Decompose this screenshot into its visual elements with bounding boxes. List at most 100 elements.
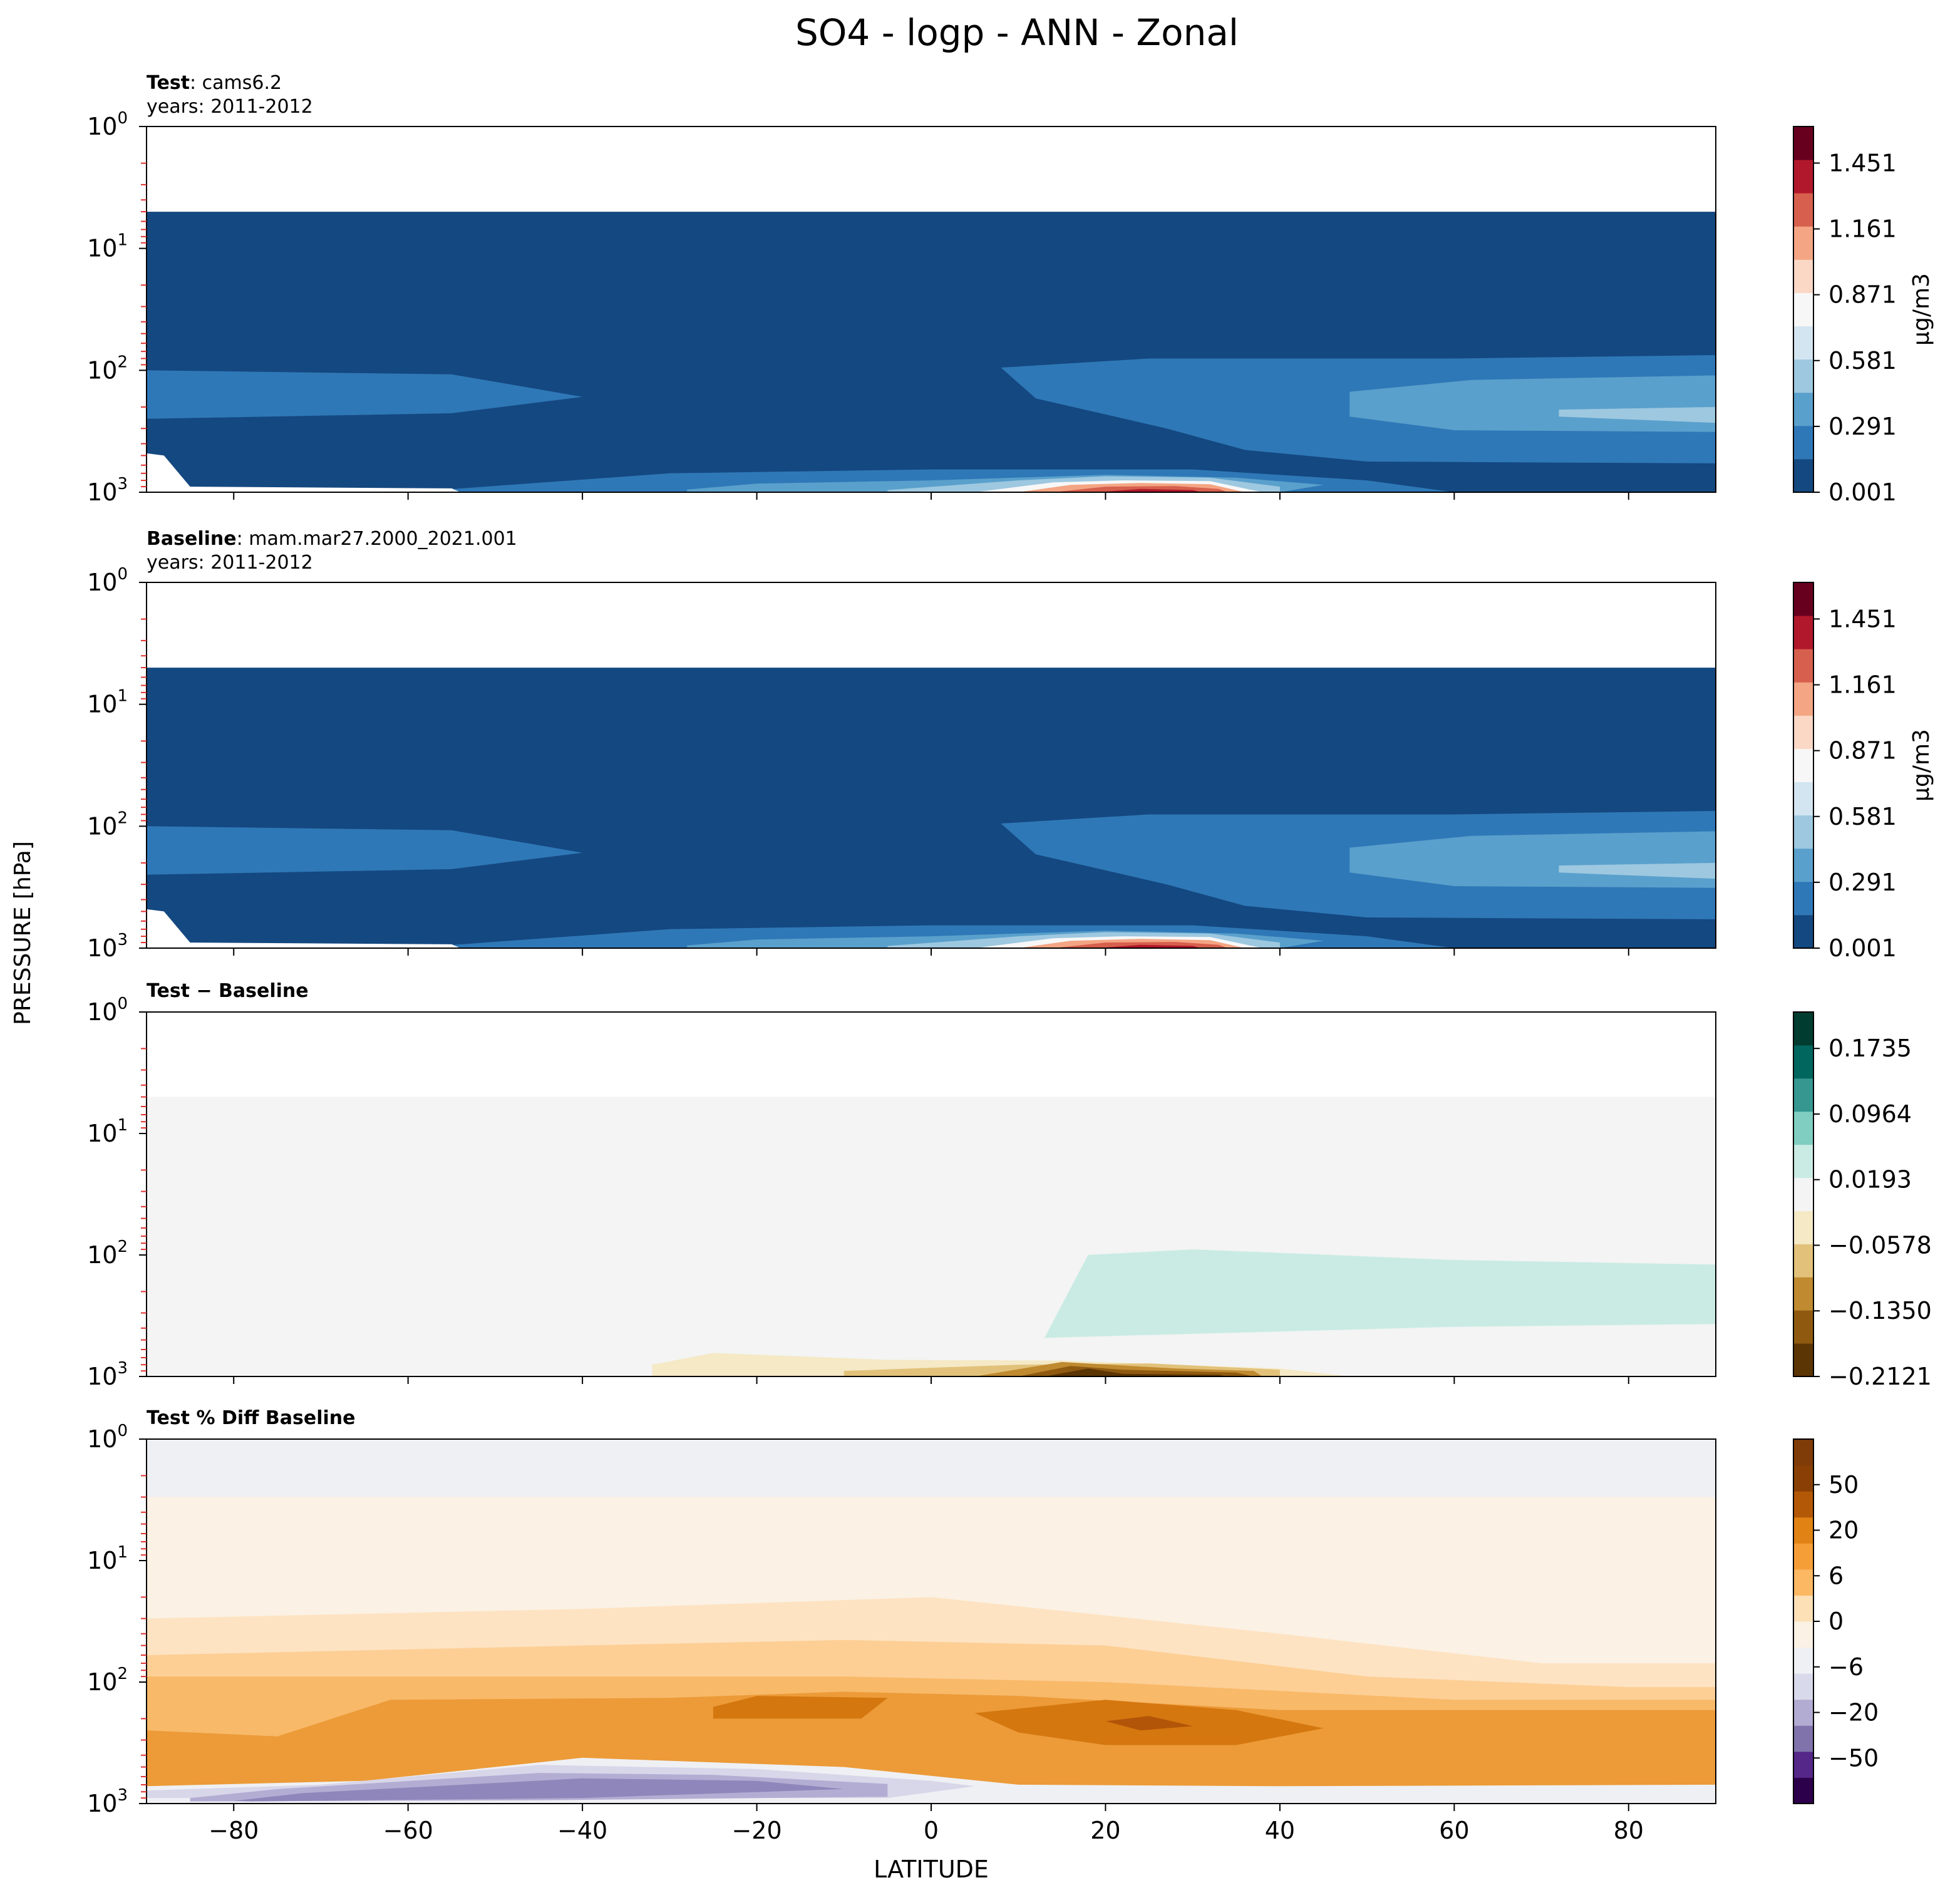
y-tick-base: 10	[87, 1668, 117, 1696]
x-tick-label: 60	[1439, 1817, 1469, 1844]
y-tick-base: 10	[87, 1120, 117, 1147]
contour-level-8	[1096, 944, 1202, 948]
colorbar-tick-label: 0.871	[1828, 281, 1897, 309]
y-tick-label: 100	[87, 1422, 128, 1453]
y-tick-exponent: 3	[117, 475, 128, 493]
colorbar-segment	[1793, 160, 1813, 194]
y-tick-label: 100	[87, 994, 128, 1026]
plot-area	[147, 1012, 1716, 1376]
colorbar: 0.001 0.291 0.581 0.871 1.161 1.451 μg/m3	[1793, 582, 1934, 962]
contour-level-2	[147, 826, 583, 875]
colorbar-segment	[1793, 1621, 1813, 1648]
colorbar-segment	[1793, 126, 1813, 160]
y-tick-label: 103	[87, 1786, 128, 1817]
y-tick-exponent: 2	[117, 808, 128, 827]
colorbar-segment	[1793, 848, 1813, 882]
y-tick-exponent: 0	[117, 1422, 128, 1440]
panel-title: Test: cams6.2	[147, 72, 282, 94]
colorbar-frame	[1793, 1011, 1814, 1377]
x-tick-label: −60	[383, 1817, 433, 1844]
y-tick-exponent: 1	[117, 231, 128, 250]
colorbar-segment	[1793, 193, 1813, 227]
colorbar-segment	[1793, 292, 1813, 327]
colorbar: 0.001 0.291 0.581 0.871 1.161 1.451 μg/m3	[1793, 126, 1934, 506]
colorbar-tick-label: 1.451	[1828, 149, 1897, 177]
colorbar-segment	[1793, 616, 1813, 649]
plot-area	[147, 582, 1716, 948]
colorbar-segment	[1793, 1673, 1813, 1700]
colorbar-segment	[1793, 1310, 1813, 1344]
colorbar-tick-label: 0	[1828, 1608, 1844, 1635]
colorbar-segment	[1793, 1244, 1813, 1278]
masked-region	[147, 909, 461, 948]
colorbar-segment	[1793, 1177, 1813, 1211]
y-tick-base: 10	[87, 1425, 117, 1453]
panel-title: Test % Diff Baseline	[147, 1407, 356, 1429]
colorbar-segment	[1793, 782, 1813, 816]
colorbar-segment	[1793, 1078, 1813, 1112]
y-tick-base: 10	[87, 113, 117, 140]
colorbar-tick-label: 0.291	[1828, 413, 1897, 440]
contour-level-4	[1559, 406, 1716, 423]
colorbar-segment	[1793, 259, 1813, 293]
panel-title-bold: Test	[147, 72, 190, 94]
panel-title-bold: Test % Diff Baseline	[147, 1407, 356, 1429]
figure-title: SO4 - logp - ANN - Zonal	[795, 11, 1239, 54]
y-tick-exponent: 1	[117, 1116, 128, 1135]
y-tick-base: 10	[87, 998, 117, 1026]
x-tick-label: −20	[731, 1817, 781, 1844]
y-axis-label: PRESSURE [hPa]	[10, 841, 36, 1025]
y-tick-exponent: 0	[117, 565, 128, 584]
y-tick-label: 100	[87, 565, 128, 596]
contour-level-neg5	[1044, 1368, 1228, 1376]
colorbar-segment	[1793, 1543, 1813, 1570]
y-tick-label: 101	[87, 1116, 128, 1147]
colorbar-tick-label: −50	[1828, 1744, 1879, 1772]
contour-pos-6	[713, 1696, 888, 1719]
contour-neg-3	[234, 1778, 844, 1802]
colorbar-segment	[1793, 914, 1813, 949]
y-tick-exponent: 2	[117, 1237, 128, 1256]
colorbar-segment	[1793, 326, 1813, 360]
colorbar-segment	[1793, 815, 1813, 849]
colorbar-label: μg/m3	[1909, 273, 1934, 346]
colorbar-segment	[1793, 1144, 1813, 1179]
colorbar-tick-label: 1.161	[1828, 215, 1897, 243]
y-tick-base: 10	[87, 1241, 117, 1269]
panel-title-bold: Test − Baseline	[147, 980, 309, 1002]
colorbar-segment	[1793, 1343, 1813, 1377]
y-tick-label: 103	[87, 475, 128, 506]
y-tick-base: 10	[87, 1790, 117, 1817]
colorbar-tick-label: −0.2121	[1828, 1363, 1932, 1390]
colorbar-tick-label: 0.001	[1828, 934, 1897, 962]
colorbar-tick-label: 1.161	[1828, 671, 1897, 699]
panel-2: Baseline: mam.mar27.2000_2021.001years: …	[87, 528, 1934, 962]
panel-title: Baseline: mam.mar27.2000_2021.001	[147, 528, 517, 550]
y-tick-exponent: 3	[117, 931, 128, 949]
colorbar-segment	[1793, 1647, 1813, 1674]
colorbar-tick-label: 50	[1828, 1471, 1859, 1499]
x-tick-label: 20	[1090, 1817, 1120, 1844]
panel-title-rest: : mam.mar27.2000_2021.001	[237, 528, 517, 550]
contour-level-8	[1096, 488, 1202, 492]
colorbar-segment	[1793, 1045, 1813, 1079]
colorbar-segment	[1793, 1211, 1813, 1244]
y-tick-exponent: 0	[117, 109, 128, 128]
colorbar-segment	[1793, 881, 1813, 916]
x-tick-label: 40	[1265, 1817, 1295, 1844]
y-tick-exponent: 2	[117, 353, 128, 371]
y-tick-base: 10	[87, 235, 117, 262]
plot-area	[147, 126, 1716, 492]
y-tick-base: 10	[87, 691, 117, 718]
y-tick-base: 10	[87, 1363, 117, 1390]
colorbar-segment	[1793, 1569, 1813, 1596]
y-tick-base: 10	[87, 356, 117, 384]
panel-subtitle: years: 2011-2012	[147, 96, 313, 118]
colorbar-tick-label: 0.581	[1828, 347, 1897, 374]
y-tick-exponent: 3	[117, 1359, 128, 1378]
masked-region	[147, 453, 461, 492]
colorbar-segment	[1793, 1725, 1813, 1752]
colorbar-tick-label: 20	[1828, 1517, 1859, 1544]
